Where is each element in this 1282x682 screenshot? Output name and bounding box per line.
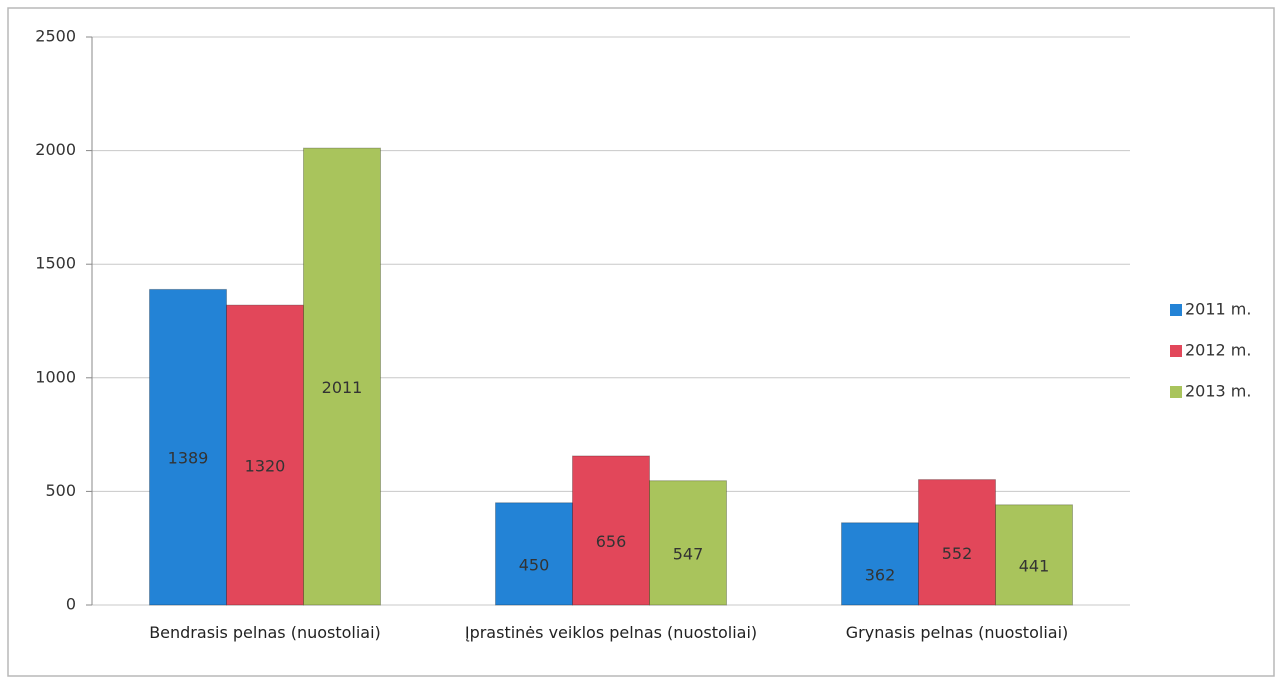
data-label: 441 xyxy=(1019,556,1050,575)
legend-label: 2013 m. xyxy=(1185,382,1251,401)
y-tick-label: 0 xyxy=(66,595,76,614)
bar xyxy=(841,522,919,606)
bar xyxy=(649,480,727,606)
bar xyxy=(226,304,304,606)
legend-label: 2011 m. xyxy=(1185,300,1251,319)
y-tick-label: 2500 xyxy=(35,27,76,46)
x-tick-label: Bendrasis pelnas (nuostoliai) xyxy=(149,623,381,642)
bar xyxy=(149,288,227,606)
legend-label: 2012 m. xyxy=(1185,341,1251,360)
x-tick-label: Grynasis pelnas (nuostoliai) xyxy=(845,623,1069,642)
legend-swatch xyxy=(1170,345,1182,357)
bar xyxy=(995,504,1073,606)
legend-swatch xyxy=(1170,304,1182,316)
data-label: 1320 xyxy=(245,457,286,476)
bar xyxy=(303,147,381,606)
data-label: 450 xyxy=(519,555,550,574)
bar xyxy=(495,502,573,606)
x-tick-label: Įprastinės veiklos pelnas (nuostoliai) xyxy=(464,623,758,642)
data-label: 2011 xyxy=(322,378,363,397)
data-label: 362 xyxy=(865,565,896,584)
legend-swatch xyxy=(1170,386,1182,398)
bar xyxy=(572,455,650,606)
y-tick-label: 2000 xyxy=(35,140,76,159)
data-label: 1389 xyxy=(168,449,209,468)
y-tick-label: 1000 xyxy=(35,367,76,386)
bar xyxy=(918,479,996,606)
data-label: 547 xyxy=(673,544,704,563)
y-tick-label: 1500 xyxy=(35,254,76,273)
y-tick-label: 500 xyxy=(45,481,76,500)
data-label: 552 xyxy=(942,544,973,563)
data-label: 656 xyxy=(596,532,627,551)
